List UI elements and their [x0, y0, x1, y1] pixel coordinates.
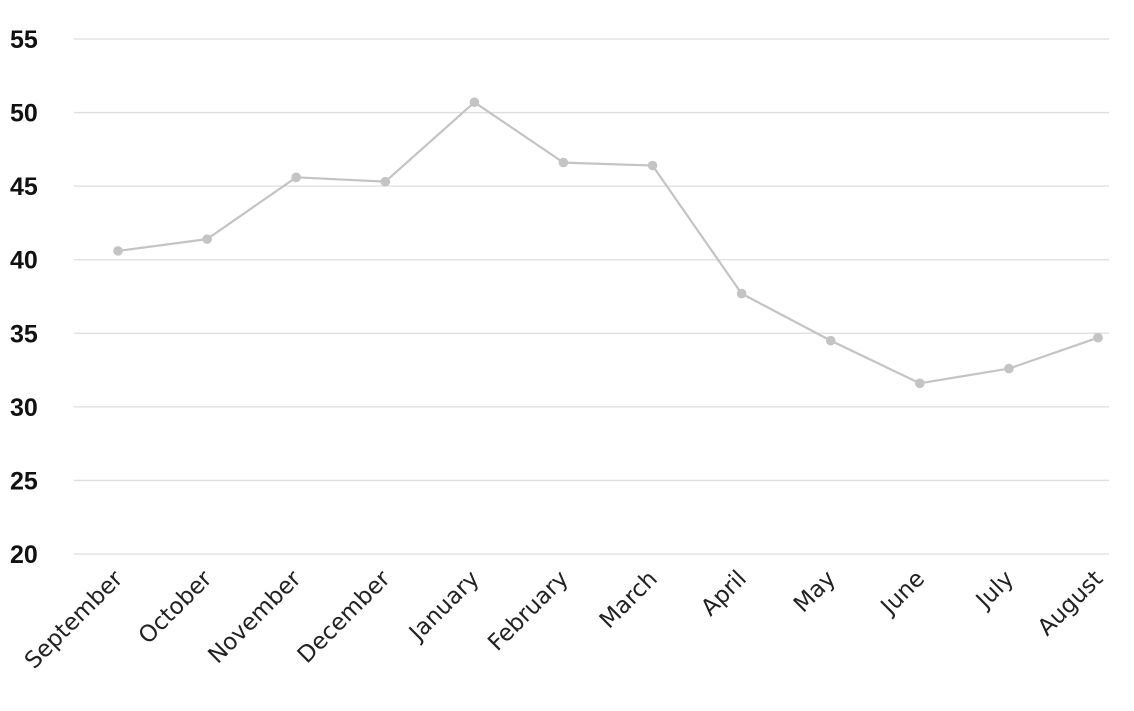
x-tick-label: June: [875, 566, 930, 621]
y-axis-ticks: 20 25 30 35 40 45 50 55: [10, 26, 38, 569]
y-tick-label: 25: [10, 467, 38, 495]
x-tick-label: September: [20, 565, 129, 674]
data-point-june: [915, 378, 925, 389]
data-point-october: [202, 234, 212, 244]
x-tick-label: March: [595, 566, 663, 634]
data-point-march: [647, 160, 658, 171]
y-tick-label: 35: [10, 320, 38, 348]
gridlines: [74, 38, 1109, 555]
data-point-july: [1004, 363, 1014, 374]
x-tick-label: October: [134, 565, 218, 649]
series-line: [117, 101, 1099, 385]
y-tick-label: 55: [10, 26, 38, 54]
x-tick-label: July: [970, 566, 1019, 615]
x-tick-label: January: [403, 566, 484, 647]
data-point-may: [825, 335, 836, 346]
y-tick-label: 45: [10, 173, 38, 201]
x-tick-label: May: [789, 566, 841, 618]
data-point-september: [113, 246, 123, 256]
x-tick-label: November: [203, 565, 306, 668]
y-tick-label: 20: [10, 541, 38, 569]
data-point-february: [558, 157, 569, 168]
series-layer: [113, 97, 1103, 389]
x-tick-label: December: [293, 565, 396, 668]
x-tick-label: April: [696, 566, 752, 622]
data-point-january: [469, 97, 480, 108]
x-tick-label: February: [483, 566, 573, 656]
y-tick-label: 30: [10, 394, 38, 422]
data-point-august: [1093, 332, 1103, 343]
x-tick-label: August: [1033, 566, 1108, 641]
y-tick-label: 50: [10, 100, 38, 128]
data-point-april: [736, 288, 747, 299]
y-tick-label: 40: [10, 247, 38, 275]
data-point-november: [291, 172, 301, 183]
data-point-december: [380, 176, 391, 187]
